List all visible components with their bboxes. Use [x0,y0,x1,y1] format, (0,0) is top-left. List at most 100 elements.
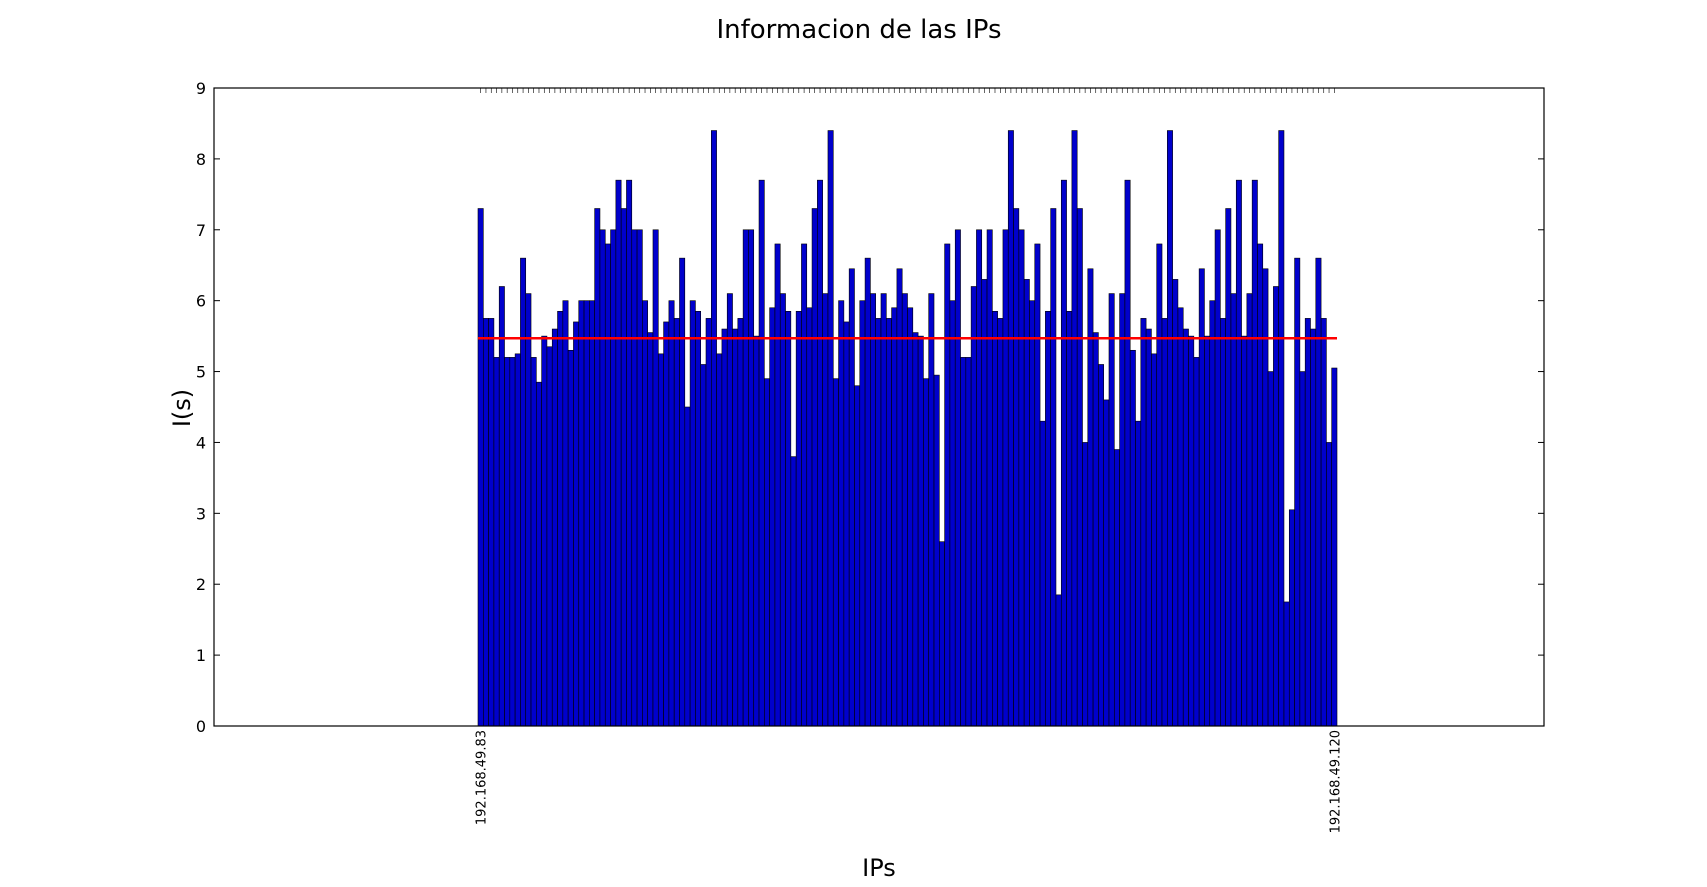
bar [1209,300,1216,727]
bar [1230,293,1237,727]
bar [1029,300,1036,727]
x-tick-label: 192.168.49.83 [475,730,490,825]
bar [912,332,919,727]
bar [620,208,627,727]
bar [774,243,781,727]
bar [864,257,871,727]
bar [1315,257,1322,727]
bar [1235,179,1242,727]
bar [859,300,866,727]
bar [769,307,776,727]
bar [1018,229,1025,727]
bar [578,300,585,727]
bar [822,293,829,727]
bar [1113,449,1120,727]
bar [483,318,489,727]
y-tick-label: 3 [196,504,206,523]
bar [1267,371,1274,727]
bar [1108,293,1115,727]
bar [838,300,845,727]
bar [965,357,972,727]
bar [970,286,977,727]
bar [1193,357,1200,727]
bar [1092,332,1099,727]
bar [758,179,765,727]
bar [997,318,1004,727]
bar [514,353,521,727]
bar [711,130,717,727]
bar [870,293,876,727]
bar [1257,243,1264,727]
y-tick-label: 6 [196,292,206,311]
plot-frame [213,87,1545,727]
bar [1103,399,1110,727]
bar [1283,601,1290,727]
bar [525,293,532,727]
bar [742,229,749,727]
bar [541,335,548,727]
bar [689,300,696,727]
bar [827,130,834,727]
chart-title: Informacion de las IPs [716,15,1001,45]
bar [536,381,542,727]
bar [684,406,691,727]
bar [530,357,537,727]
bar [721,328,728,727]
bar [960,357,967,727]
bar [679,257,686,727]
bar [992,310,998,727]
bar [631,229,638,727]
bar [1060,179,1067,727]
bar [636,229,643,727]
bar [657,353,664,727]
bar [779,293,786,727]
bar [790,456,797,727]
bar [647,332,654,727]
bar [1007,130,1014,727]
bar [907,307,914,727]
bar [1140,318,1147,727]
bar [939,541,945,727]
y-tick-label: 1 [196,646,206,665]
bar [626,179,633,727]
bar [1124,179,1131,727]
bar [1188,335,1195,727]
bar [1002,229,1009,727]
bar [885,318,892,727]
bar [1167,130,1173,727]
bar [801,243,808,727]
bar [493,357,500,727]
bar [604,243,611,727]
bar [928,293,935,727]
bar [1034,243,1041,727]
bar [1161,318,1168,727]
bar [1299,371,1306,727]
bar [1156,243,1163,727]
bar [753,335,760,727]
bar [1225,208,1232,727]
bar [976,229,983,727]
bar [1055,594,1062,727]
bar [520,257,527,727]
bar [764,378,770,727]
bar [610,229,617,727]
bar [1214,229,1221,727]
x-tick-label: 192.168.49.120 [1328,730,1343,833]
bar [1045,310,1051,727]
bar [981,279,988,727]
bar [1177,307,1184,727]
bar [917,335,924,727]
bar [1251,179,1258,727]
bar [1220,318,1226,727]
bar [716,353,723,727]
bar [573,321,580,727]
bar [1098,364,1104,727]
bar [954,229,961,727]
bar [546,346,553,727]
bar [726,293,733,727]
bar [1273,286,1279,727]
bar [1151,353,1158,727]
bar [673,318,680,727]
bar [1288,509,1295,727]
bar [509,357,516,727]
